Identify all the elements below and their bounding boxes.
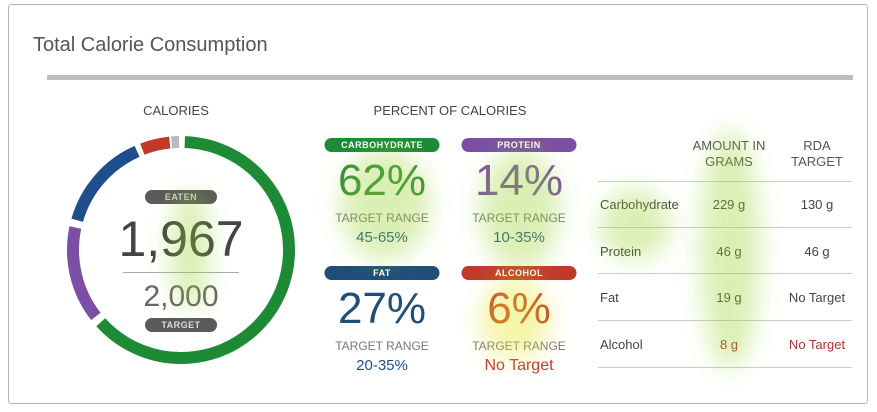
nutrient-pill: ALCOHOL xyxy=(461,266,577,280)
range-value: 45-65% xyxy=(356,229,408,246)
range-value: 20-35% xyxy=(356,357,408,374)
column-header: RDA TARGET xyxy=(791,138,843,169)
percent-value: 6% xyxy=(487,284,551,333)
table-value: No Target xyxy=(788,336,846,352)
percent-value: 14% xyxy=(474,156,564,205)
nutrient-pill: PROTEIN xyxy=(461,138,577,152)
table-value: 46 g xyxy=(716,243,742,259)
row-rule xyxy=(598,367,852,368)
table-value: 19 g xyxy=(716,290,742,305)
range-label: TARGET RANGE xyxy=(472,211,566,225)
ring-segment xyxy=(67,226,101,321)
column-header: AMOUNT IN GRAMS xyxy=(692,138,766,169)
card-frame xyxy=(8,4,868,404)
percent-heading: PERCENT OF CALORIES xyxy=(373,103,527,118)
row-rule xyxy=(598,273,852,274)
title-rule xyxy=(47,75,853,80)
range-value: No Target xyxy=(484,357,554,374)
range-label: TARGET RANGE xyxy=(335,211,429,225)
ring-segment xyxy=(140,136,171,155)
row-label: Alcohol xyxy=(600,336,643,352)
range-label: TARGET RANGE xyxy=(335,339,429,353)
nutrient-pill: CARBOHYDRATE xyxy=(324,138,440,152)
percent-value: 62% xyxy=(337,156,427,205)
row-rule xyxy=(598,227,852,228)
table-value: No Target xyxy=(788,290,846,305)
range-value: 10-35% xyxy=(493,229,545,246)
eaten-value: 1,967 xyxy=(118,211,244,267)
table-value: 229 g xyxy=(712,197,746,212)
row-label: Fat xyxy=(600,290,619,305)
ring-segment xyxy=(96,136,295,364)
eaten-pill: EATEN xyxy=(145,190,217,204)
row-rule xyxy=(598,181,852,182)
calories-heading: CALORIES xyxy=(143,103,209,118)
row-label: Carbohydrate xyxy=(600,197,679,212)
percent-value: 27% xyxy=(337,284,427,333)
table-value: 46 g xyxy=(804,243,830,259)
target-pill: TARGET xyxy=(145,318,217,332)
range-label: TARGET RANGE xyxy=(472,339,566,353)
ring-segment xyxy=(71,145,140,223)
row-rule xyxy=(598,320,852,321)
nutrient-pill: FAT xyxy=(324,266,440,280)
card-title: Total Calorie Consumption xyxy=(33,34,268,56)
divider xyxy=(123,272,239,273)
target-value: 2,000 xyxy=(143,280,219,313)
row-label: Protein xyxy=(600,243,642,259)
table-value: 130 g xyxy=(800,197,834,212)
table-value: 8 g xyxy=(719,336,739,352)
